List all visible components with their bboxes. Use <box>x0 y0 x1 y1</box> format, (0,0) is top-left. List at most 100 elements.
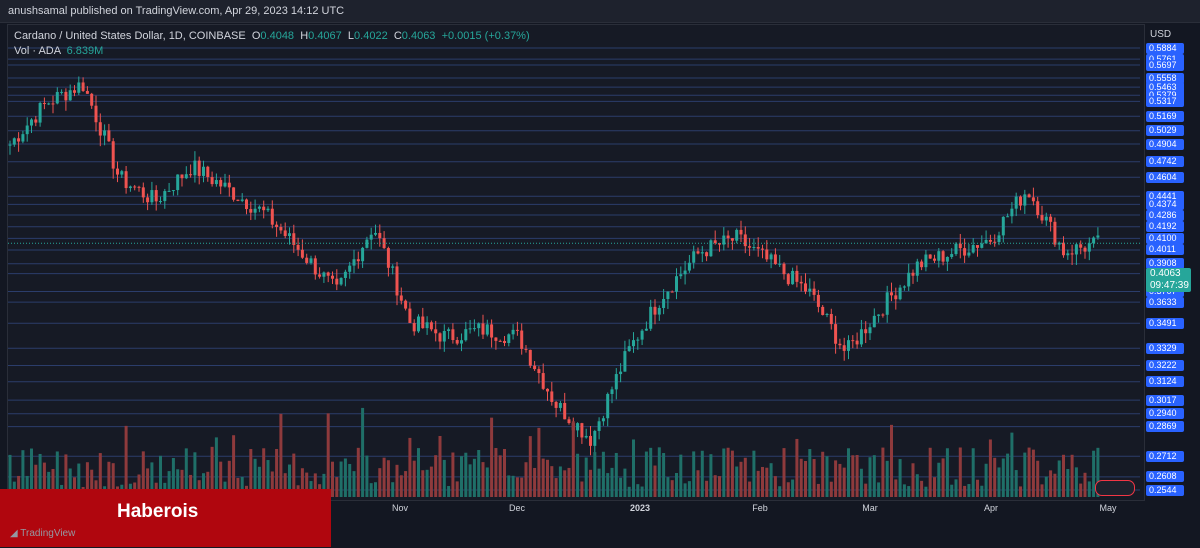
candle <box>133 184 137 191</box>
y-tick-label: 0.2712 <box>1146 450 1184 462</box>
volume-bar <box>266 460 270 497</box>
volume-bar <box>434 455 438 497</box>
volume-bar <box>124 425 128 497</box>
volume-bar <box>657 447 661 497</box>
flag-icon[interactable] <box>1095 480 1135 496</box>
volume-bar <box>1074 467 1078 497</box>
volume-bar <box>460 456 463 497</box>
candle <box>365 236 369 249</box>
candle <box>662 289 666 315</box>
candle <box>266 206 270 213</box>
candle <box>232 187 236 202</box>
change-value: +0.0015 (+0.37%) <box>441 30 530 42</box>
candle <box>984 230 988 244</box>
candle <box>683 260 687 285</box>
volume-bar <box>696 470 700 497</box>
symbol-title[interactable]: Cardano / United States Dollar, 1D, COIN… <box>14 30 246 42</box>
candle <box>279 223 283 234</box>
volume-bar <box>580 481 584 497</box>
volume-bar <box>537 427 541 497</box>
volume-bar <box>808 449 812 497</box>
candle <box>34 115 38 127</box>
volume-bar <box>761 466 764 497</box>
chart-panel[interactable] <box>7 24 1145 501</box>
candle <box>911 269 915 284</box>
tradingview-logo[interactable]: ◢ TradingView <box>10 528 76 539</box>
candle <box>382 231 386 250</box>
candle <box>554 400 558 418</box>
volume-bar <box>382 457 386 497</box>
volume-bar <box>795 438 799 497</box>
volume-bar <box>240 476 244 497</box>
volume-bar <box>546 459 549 497</box>
volume-bar <box>550 466 554 497</box>
candle <box>438 332 442 350</box>
y-tick-label: 0.5697 <box>1146 59 1184 71</box>
volume-bar <box>257 466 261 497</box>
candle <box>270 200 274 229</box>
candle <box>103 124 107 146</box>
volume-bar <box>326 413 330 497</box>
y-tick-label: 0.4011 <box>1146 244 1184 256</box>
candle <box>227 174 231 197</box>
volume-label[interactable]: Vol · ADA <box>14 45 61 57</box>
volume-bar <box>627 486 631 497</box>
candle <box>412 319 416 336</box>
candle <box>1096 227 1100 240</box>
candle <box>700 246 704 263</box>
candle <box>8 140 12 155</box>
volume-bar <box>1049 470 1053 497</box>
candle <box>331 271 334 285</box>
candle <box>1092 236 1096 248</box>
volume-bar <box>945 448 949 497</box>
candle <box>864 321 868 344</box>
candle <box>752 238 756 251</box>
volume-bar <box>249 449 253 497</box>
candle <box>296 237 300 257</box>
candle <box>1062 236 1065 258</box>
candle <box>851 335 855 349</box>
candle <box>546 388 549 401</box>
volume-bar <box>1001 458 1005 497</box>
volume-bar <box>176 469 180 497</box>
candle <box>171 190 175 196</box>
last-price-tag: 0.4063 09:47:39 <box>1146 268 1191 292</box>
candle <box>670 290 674 293</box>
x-tick-label: Mar <box>862 503 878 513</box>
volume-bar <box>954 479 958 497</box>
currency-label[interactable]: USD <box>1150 29 1172 40</box>
volume-bar <box>563 470 567 497</box>
volume-bar <box>202 473 205 497</box>
candle <box>442 324 446 352</box>
candle <box>550 381 554 406</box>
volume-bar <box>313 473 317 497</box>
candle <box>696 247 700 255</box>
volume-bar <box>111 463 115 497</box>
candle <box>520 323 524 355</box>
volume-bar <box>1087 481 1091 497</box>
candle <box>722 227 726 251</box>
candle <box>481 314 485 340</box>
candle <box>1044 212 1048 226</box>
volume-bar <box>872 455 876 497</box>
candle <box>687 254 691 273</box>
candle <box>894 287 898 310</box>
volume-bar <box>700 450 704 497</box>
candle <box>98 113 102 147</box>
candle <box>924 249 928 272</box>
volume-bar <box>541 458 545 497</box>
candle <box>666 291 670 309</box>
candle <box>902 285 906 291</box>
candle <box>692 245 696 269</box>
candle <box>189 164 193 178</box>
candle <box>288 227 291 245</box>
candle <box>1083 246 1087 259</box>
volume-bar <box>107 461 111 497</box>
volume-bar <box>752 450 756 497</box>
volume-bar <box>890 424 893 497</box>
volume-bar <box>571 421 575 497</box>
y-tick-label: 0.2869 <box>1146 421 1184 433</box>
volume-bar <box>343 458 347 497</box>
volume-bar <box>950 484 954 497</box>
